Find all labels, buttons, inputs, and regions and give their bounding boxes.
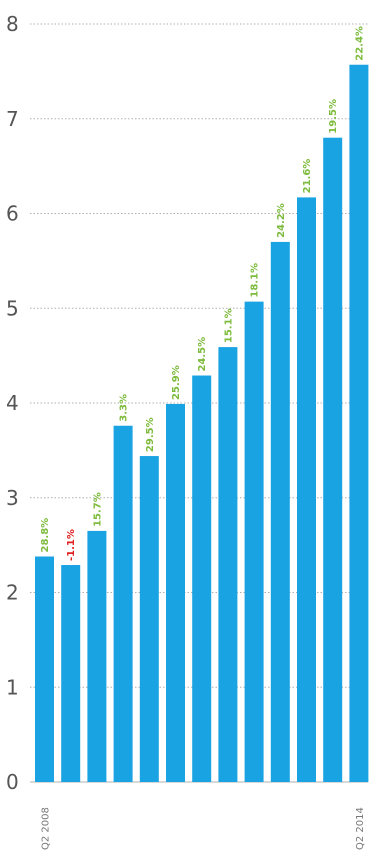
data-label: 28.8% bbox=[40, 518, 51, 553]
data-label: 21.6% bbox=[302, 159, 313, 194]
y-tick-label: 4 bbox=[6, 391, 19, 415]
bars bbox=[35, 64, 369, 783]
bar bbox=[349, 64, 369, 783]
bar bbox=[113, 425, 133, 782]
data-label: 19.5% bbox=[328, 99, 339, 134]
bar bbox=[87, 530, 107, 782]
bar bbox=[323, 137, 343, 782]
bar bbox=[192, 375, 212, 782]
data-label: 18.1% bbox=[250, 263, 261, 298]
y-tick-label: 5 bbox=[6, 296, 19, 320]
y-tick-label: 0 bbox=[6, 770, 19, 794]
bar bbox=[297, 197, 316, 782]
y-tick-label: 7 bbox=[6, 107, 19, 131]
data-label: 24.5% bbox=[197, 337, 208, 372]
data-label: 25.9% bbox=[171, 365, 182, 400]
bar bbox=[61, 565, 81, 782]
data-label: 22.4% bbox=[354, 26, 365, 61]
bar bbox=[218, 347, 238, 782]
x-tick-label: Q2 2014 bbox=[355, 807, 366, 850]
data-label: 24.2% bbox=[276, 203, 287, 238]
y-tick-label: 3 bbox=[6, 486, 19, 510]
bar bbox=[270, 241, 290, 783]
y-tick-label: 6 bbox=[6, 202, 19, 226]
x-tick-label: Q2 2008 bbox=[41, 807, 52, 850]
bar bbox=[139, 456, 159, 782]
x-axis-ticks: Q2 2008 Q2 2014 bbox=[41, 807, 366, 850]
data-label: 3.3% bbox=[119, 394, 130, 422]
data-label: -1.1% bbox=[66, 529, 77, 561]
y-tick-label: 8 bbox=[6, 12, 19, 36]
data-label: 29.5% bbox=[145, 417, 156, 452]
bar bbox=[244, 301, 264, 782]
y-axis-ticks: 0 1 2 3 4 5 6 7 8 bbox=[6, 12, 19, 794]
data-labels: 28.8% -1.1% 15.7% 3.3% 29.5% 25.9% 24.5% 15.1% 1… bbox=[40, 26, 365, 561]
bar bbox=[166, 403, 185, 782]
data-label: 15.7% bbox=[92, 492, 103, 527]
bar bbox=[35, 556, 54, 782]
data-label: 15.1% bbox=[223, 308, 234, 343]
y-tick-label: 2 bbox=[6, 581, 19, 605]
y-tick-label: 1 bbox=[6, 675, 19, 699]
